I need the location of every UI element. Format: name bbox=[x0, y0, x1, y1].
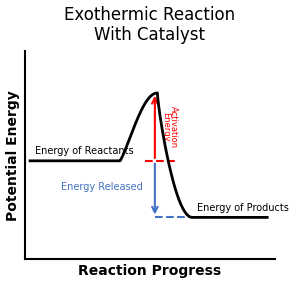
Text: Energy of Reactants: Energy of Reactants bbox=[35, 146, 134, 156]
Y-axis label: Potential Energy: Potential Energy bbox=[6, 90, 20, 221]
X-axis label: Reaction Progress: Reaction Progress bbox=[78, 264, 221, 278]
Title: Exothermic Reaction
With Catalyst: Exothermic Reaction With Catalyst bbox=[64, 6, 236, 44]
Text: Energy Released: Energy Released bbox=[61, 182, 142, 192]
Text: Energy of Products: Energy of Products bbox=[197, 203, 289, 213]
Text: Activation
Energy: Activation Energy bbox=[161, 106, 178, 148]
